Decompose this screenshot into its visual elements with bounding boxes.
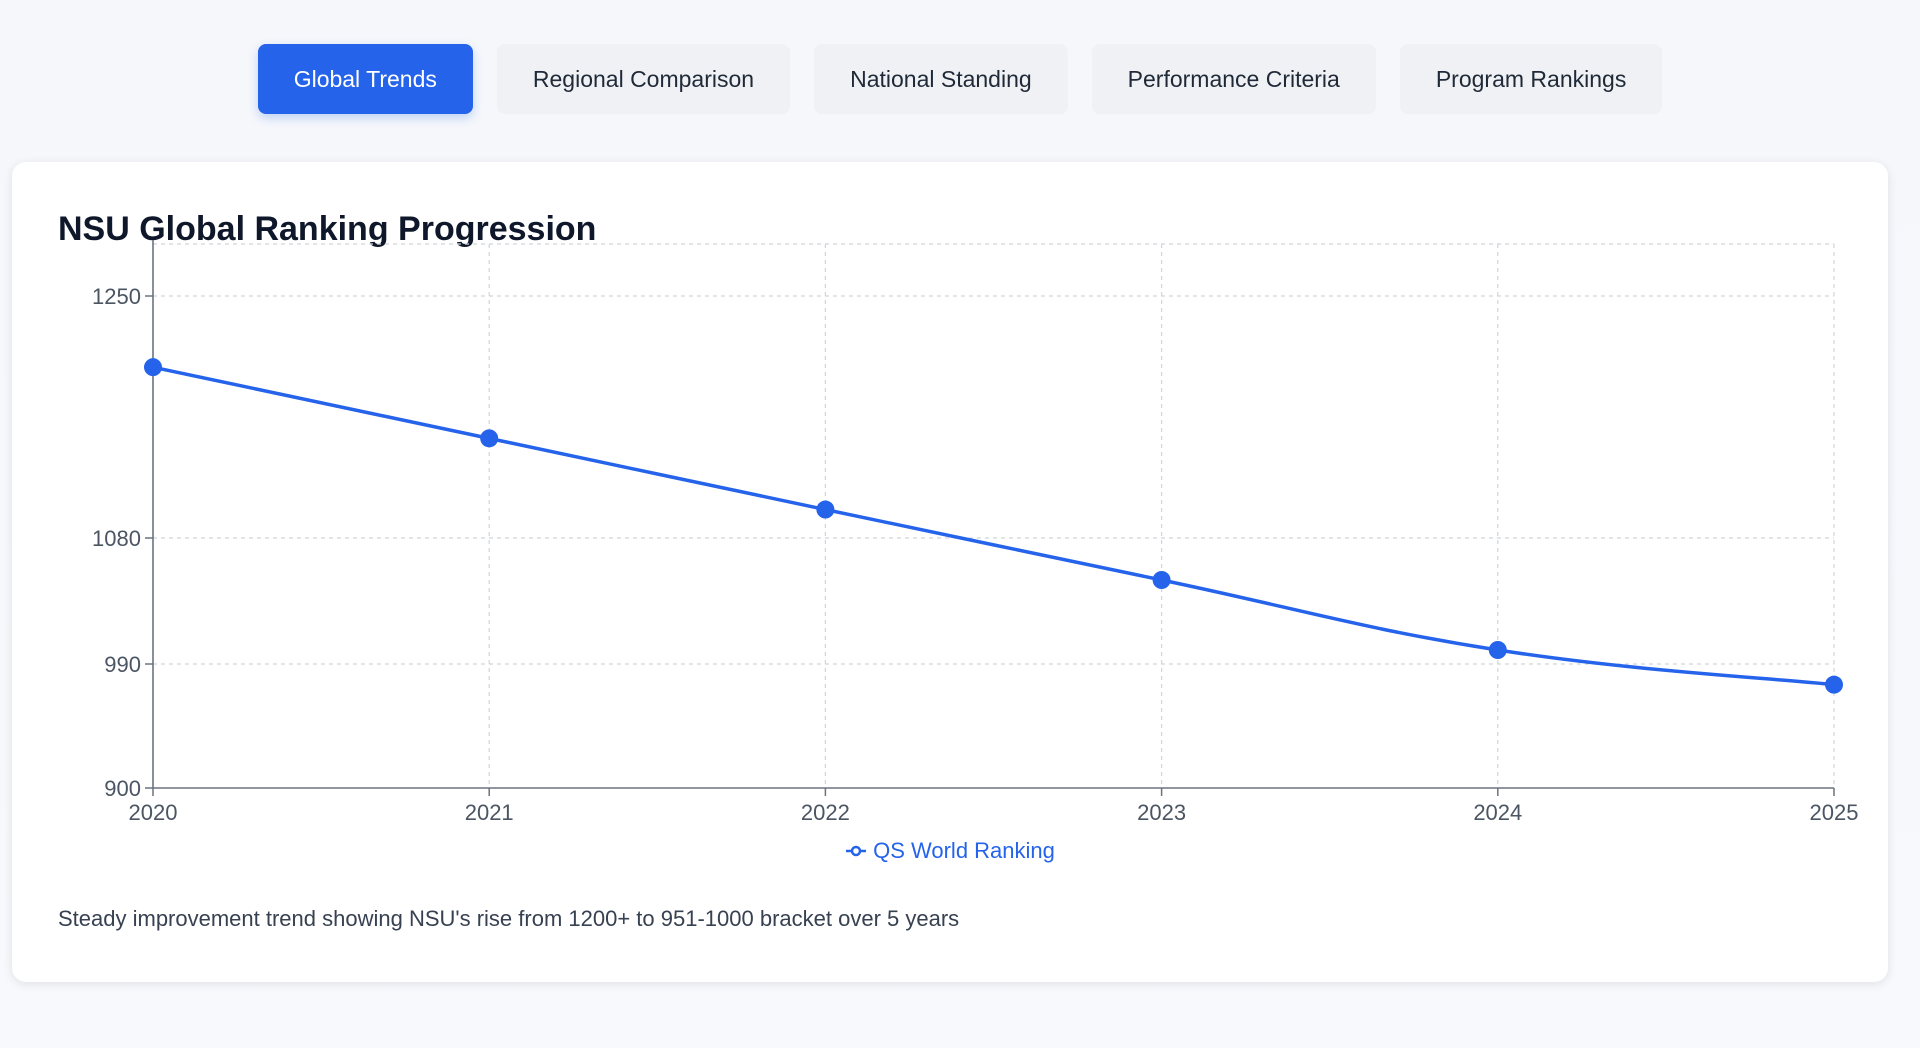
x-tick-label: 2023 <box>1137 800 1186 825</box>
tab-global-trends[interactable]: Global Trends <box>257 44 473 114</box>
x-tick-label: 2024 <box>1473 800 1522 825</box>
y-tick-label: 1250 <box>92 284 141 309</box>
data-point-2020[interactable] <box>144 358 162 377</box>
tab-performance-criteria[interactable]: Performance Criteria <box>1091 44 1376 114</box>
data-point-2025[interactable] <box>1825 675 1843 694</box>
x-tick-label: 2021 <box>465 800 514 825</box>
data-point-2022[interactable] <box>816 500 835 519</box>
legend-line-marker-icon <box>846 845 867 857</box>
chart-title: NSU Global Ranking Progression <box>58 210 597 248</box>
tab-national-standing[interactable]: National Standing <box>814 44 1068 114</box>
chart-grid <box>153 243 1835 788</box>
tab-bar: Global Trends Regional Comparison Nation… <box>0 44 1920 114</box>
chart-caption: Steady improvement trend showing NSU's r… <box>58 906 960 931</box>
series-line <box>152 365 1835 687</box>
y-tick-label: 1080 <box>92 526 141 551</box>
x-tick-label: 2020 <box>129 800 178 825</box>
x-tick-label: 2025 <box>1810 800 1859 825</box>
tab-program-rankings[interactable]: Program Rankings <box>1399 44 1663 114</box>
y-tick-label: 900 <box>104 776 141 801</box>
y-tick-label: 990 <box>104 652 141 677</box>
data-point-2024[interactable] <box>1488 641 1507 659</box>
data-point-2023[interactable] <box>1152 571 1171 589</box>
tab-regional-comparison[interactable]: Regional Comparison <box>496 44 791 114</box>
x-tick-label: 2022 <box>801 800 850 825</box>
chart-card: NSU Global Ranking Progression 1250 1080 9… <box>12 162 1888 982</box>
data-point-2021[interactable] <box>480 429 499 448</box>
chart-series <box>144 358 1843 694</box>
legend-label: QS World Ranking <box>873 838 1055 863</box>
chart-legend[interactable]: QS World Ranking <box>12 838 1888 864</box>
